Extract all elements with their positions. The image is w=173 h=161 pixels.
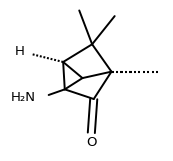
Text: O: O: [86, 136, 97, 149]
Text: H: H: [15, 45, 25, 58]
Text: H₂N: H₂N: [11, 91, 36, 104]
